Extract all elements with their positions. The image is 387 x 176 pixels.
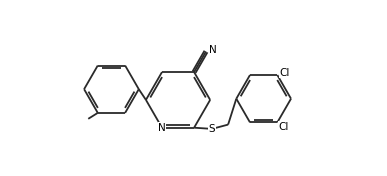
Text: Cl: Cl	[280, 68, 290, 78]
Text: S: S	[209, 124, 215, 134]
Text: N: N	[158, 123, 166, 133]
Text: N: N	[209, 45, 217, 55]
Text: Cl: Cl	[279, 122, 289, 132]
